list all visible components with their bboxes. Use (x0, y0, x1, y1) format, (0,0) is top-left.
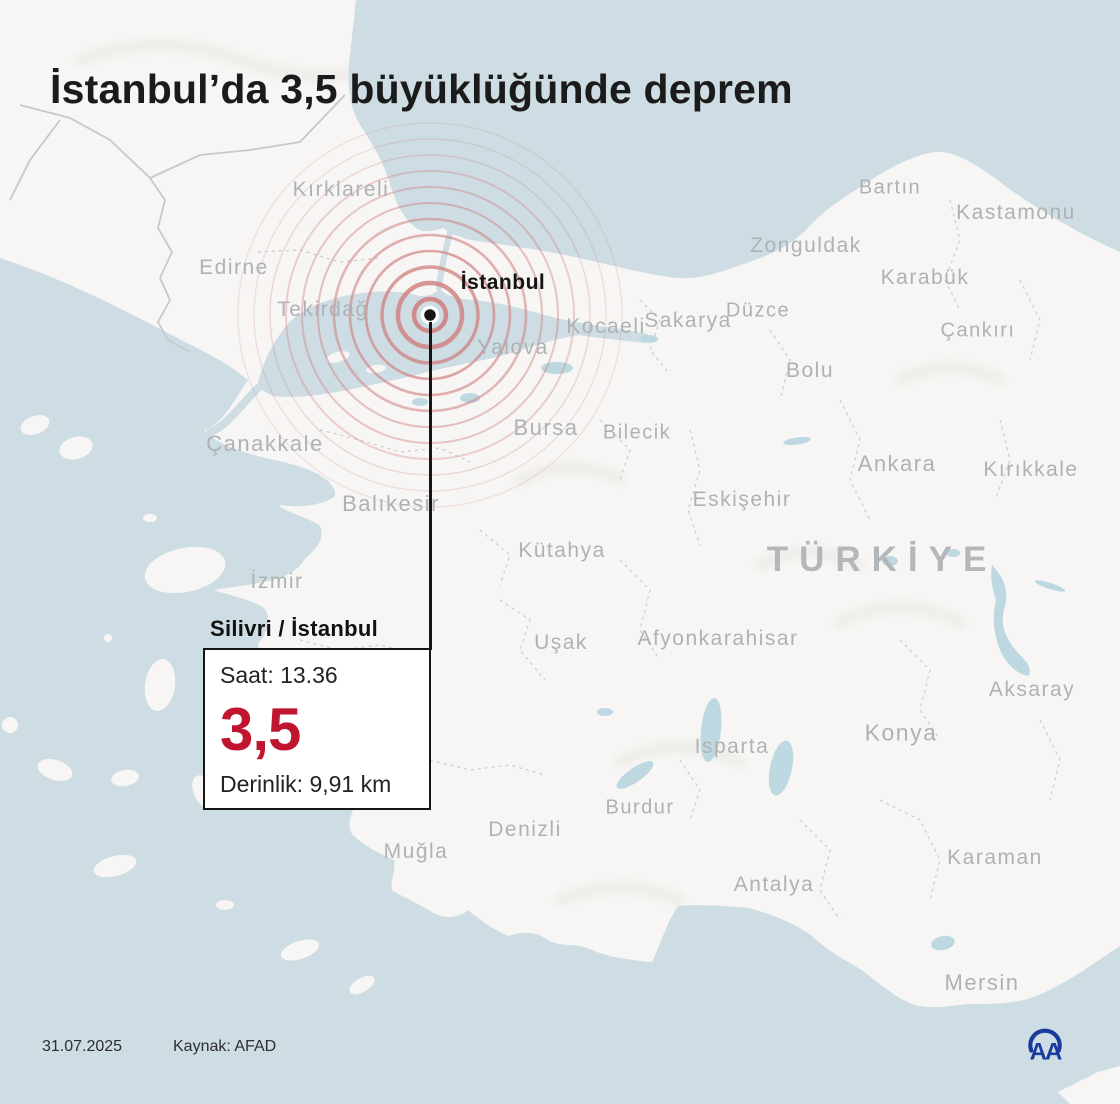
epicenter-marker (420, 305, 440, 325)
lakes (412, 335, 1066, 951)
epicenter-location-label: Silivri / İstanbul (210, 616, 378, 641)
date-text: 31.07.2025 (42, 1038, 123, 1055)
page-title: İstanbul’da 3,5 büyüklüğünde deprem (50, 66, 793, 112)
aa-logo-text: AA (1030, 1039, 1062, 1066)
time-value: Saat: 13.36 (220, 662, 338, 688)
cyprus (1058, 1066, 1120, 1104)
aa-logo-arc (1028, 1028, 1062, 1053)
aegean-mediterranean-sea (0, 258, 1120, 1104)
dardanelles-strait (206, 383, 263, 436)
national-borders (9, 94, 346, 353)
magnitude-value: 3,5 (220, 696, 301, 764)
black-sea (348, 0, 1120, 279)
aa-logo: AA (1028, 1028, 1064, 1066)
depth-value: Derinlik: 9,91 km (220, 771, 392, 797)
leader-line (429, 322, 432, 650)
province-borders (257, 199, 1061, 921)
marmara-sea (258, 289, 648, 398)
source-text: Kaynak: AFAD (173, 1038, 277, 1055)
earthquake-infobox: Saat: 13.36 3,5 Derinlik: 9,91 km (203, 648, 431, 810)
